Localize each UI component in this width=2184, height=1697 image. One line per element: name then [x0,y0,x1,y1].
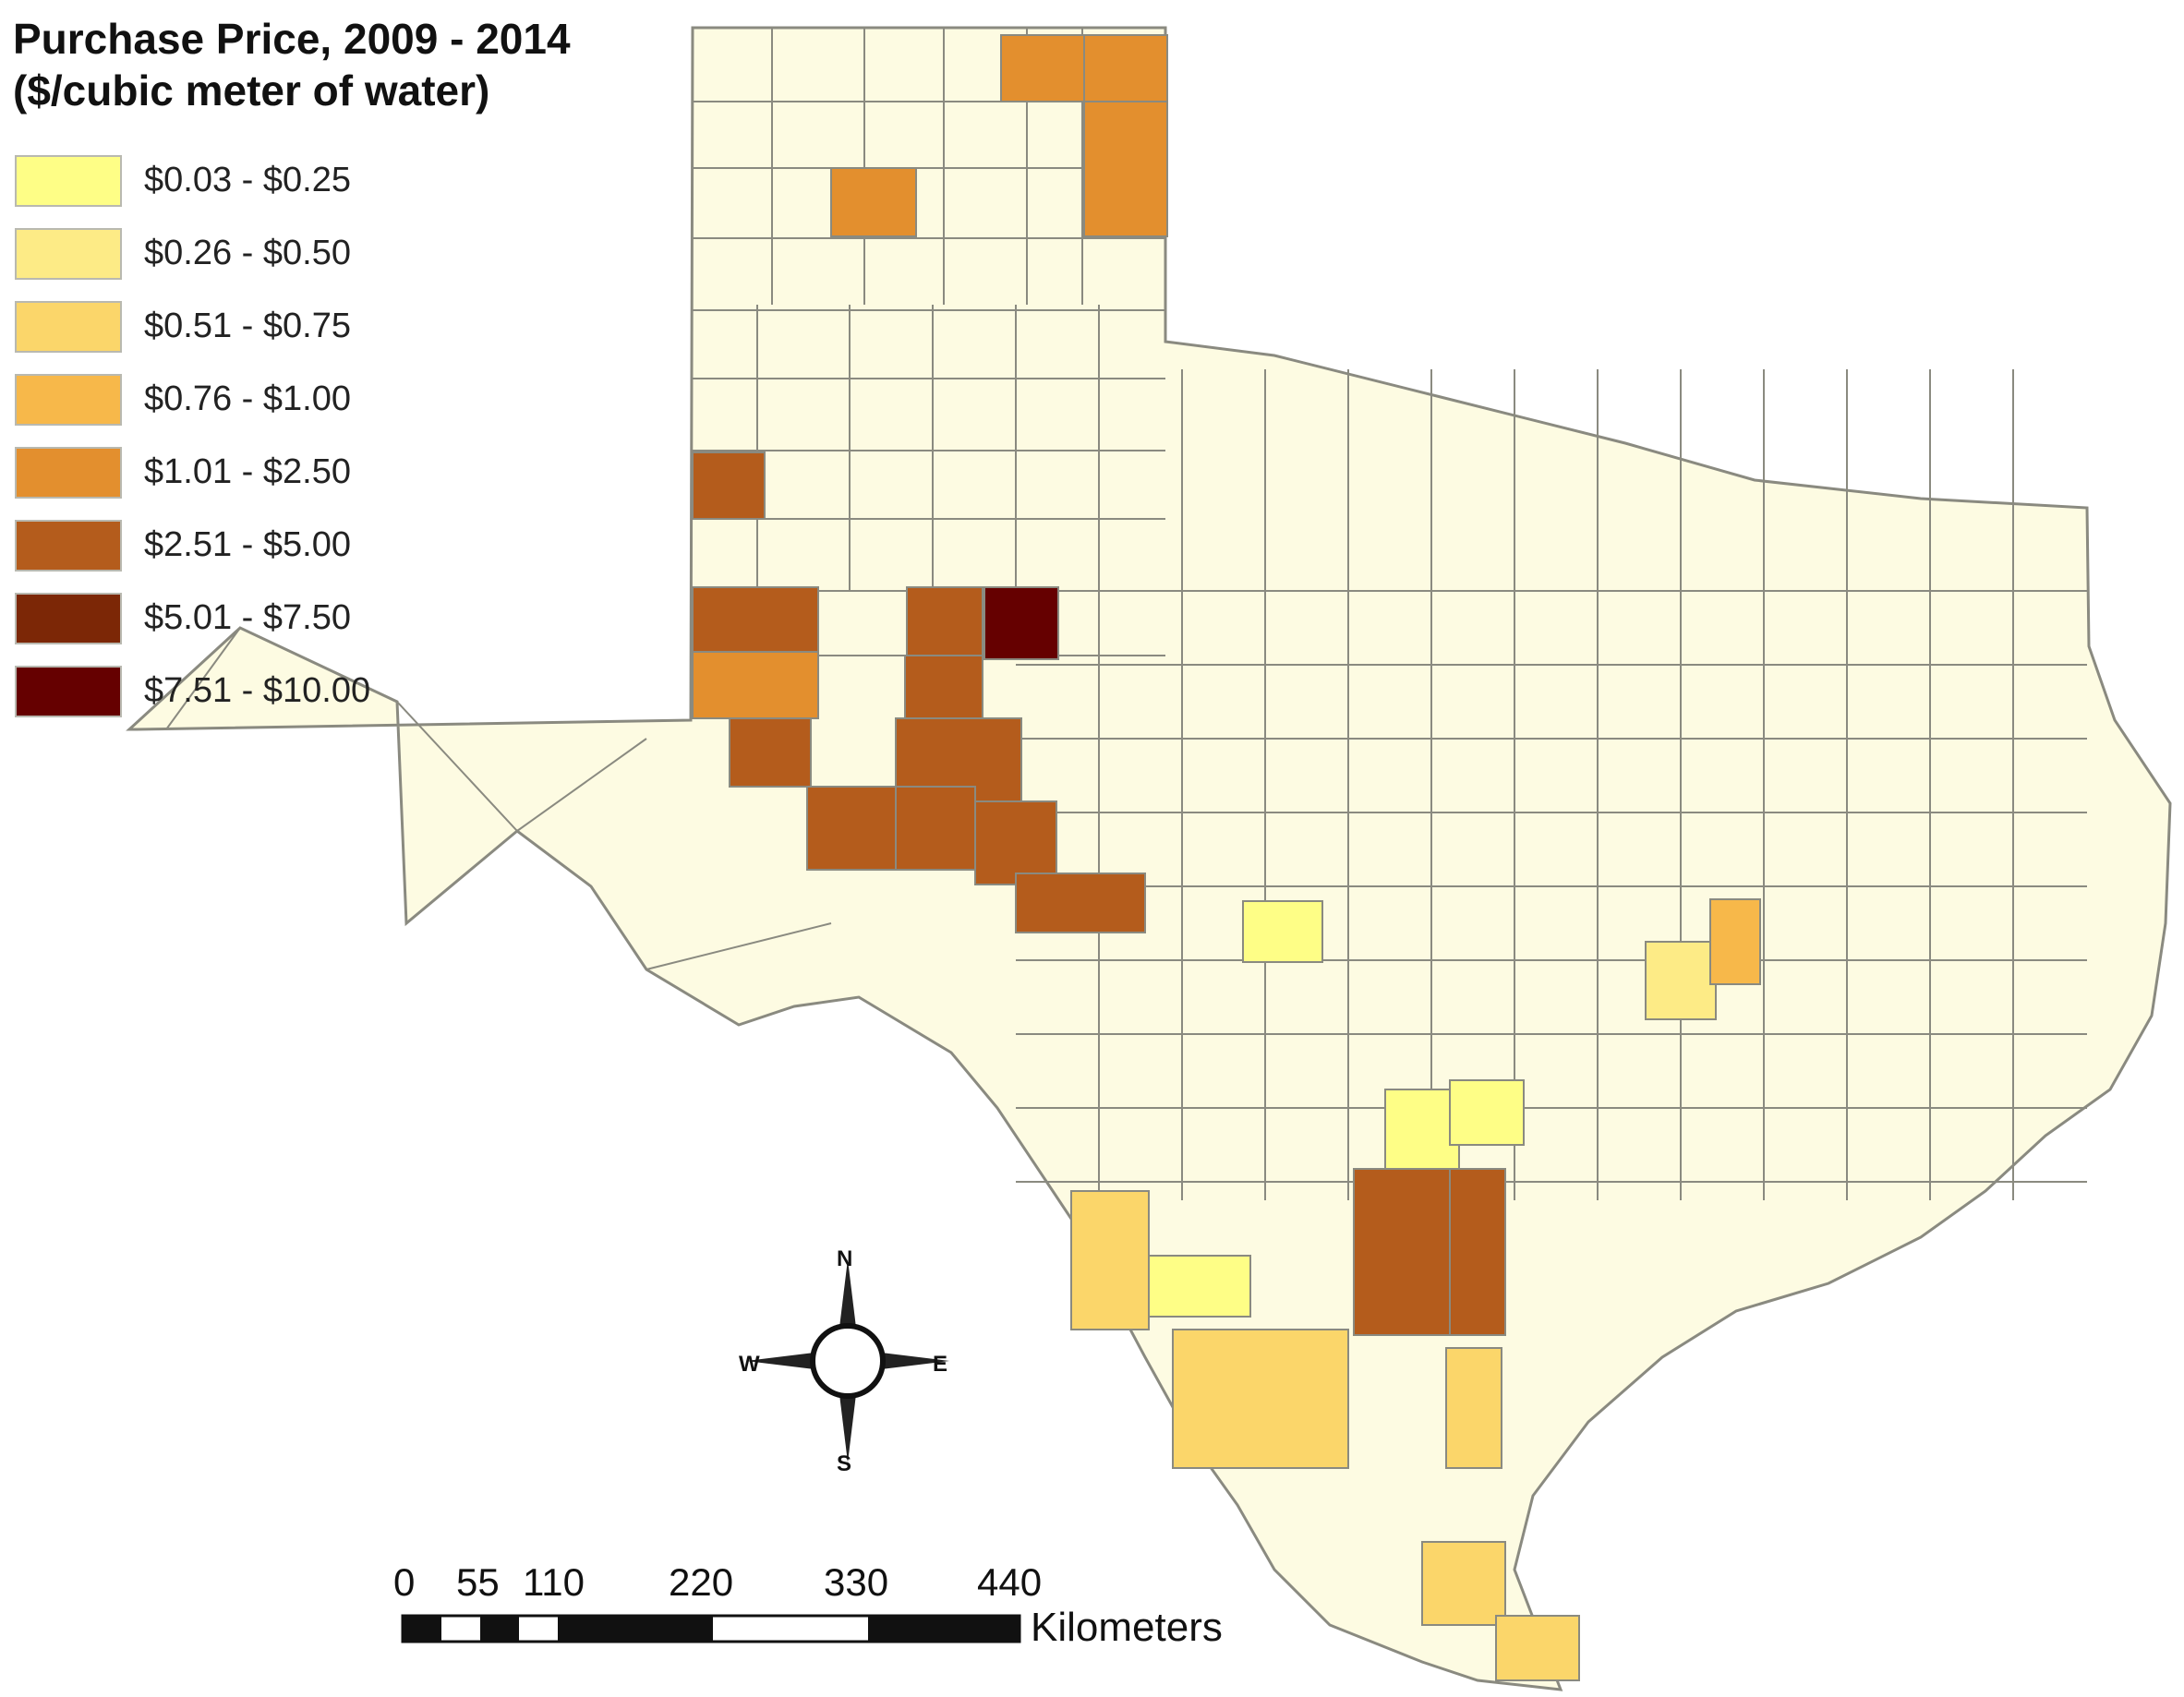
priced-county [692,651,819,719]
priced-county [1242,900,1323,963]
priced-county [974,800,1057,885]
priced-county [1421,1541,1506,1626]
legend-swatch [15,592,122,644]
legend-item: $0.26 - $0.50 [15,217,370,290]
legend-label: $7.51 - $10.00 [144,671,371,710]
legend: $0.03 - $0.25 $0.26 - $0.50 $0.51 - $0.7… [15,144,370,728]
legend-swatch [15,300,122,353]
legend-item: $0.51 - $0.75 [15,290,370,363]
legend-swatch [15,519,122,572]
legend-label: $0.26 - $0.50 [144,234,351,272]
legend-swatch [15,446,122,499]
texas-outline [126,26,2172,1691]
priced-county [1495,1615,1580,1681]
priced-county [806,786,900,871]
legend-item: $5.01 - $7.50 [15,582,370,655]
priced-county [1449,1079,1525,1146]
priced-county [1172,1329,1349,1469]
priced-county [1384,1089,1460,1177]
legend-swatch [15,227,122,280]
scale-tick-label: 440 [977,1560,1043,1604]
priced-county [1070,1190,1150,1330]
county-boundary [396,701,518,832]
compass-rose-icon [746,1259,949,1462]
scale-tick-label: 110 [523,1560,585,1604]
scale-tick-label: 55 [456,1560,500,1604]
scale-tick-label: 330 [824,1560,889,1604]
priced-counties [692,34,1761,1681]
scale-unit-label: Kilometers [1031,1605,1223,1650]
priced-county [1083,101,1168,237]
legend-label: $5.01 - $7.50 [144,598,351,637]
priced-county [1015,873,1146,933]
legend-item: $1.01 - $2.50 [15,436,370,509]
county-boundary [165,627,241,730]
legend-item: $0.76 - $1.00 [15,363,370,436]
legend-item: $0.03 - $0.25 [15,144,370,217]
priced-county [1148,1255,1251,1318]
legend-item: $2.51 - $5.00 [15,509,370,582]
legend-swatch [15,373,122,426]
priced-county [906,586,983,656]
priced-county [830,167,917,237]
priced-county [895,786,976,871]
priced-county [692,586,819,653]
compass-south-label: S [837,1451,852,1476]
scale-bar [401,1614,1021,1643]
priced-county [692,451,766,520]
legend-label: $1.01 - $2.50 [144,452,351,491]
priced-county [729,717,812,788]
legend-title: Purchase Price, 2009 - 2014 ($/cubic met… [13,13,571,116]
county-boundary [646,922,832,970]
legend-swatch [15,665,122,717]
scale-tick-label: 0 [393,1560,416,1604]
legend-item: $7.51 - $10.00 [15,655,370,728]
priced-county [904,655,983,719]
scale-tick-label: 220 [669,1560,734,1604]
legend-title-line1: Purchase Price, 2009 - 2014 [13,15,571,63]
county-boundaries [165,28,2087,1200]
legend-label: $0.76 - $1.00 [144,379,351,418]
priced-county [1083,34,1168,102]
legend-label: $0.03 - $0.25 [144,161,351,199]
priced-county [1709,898,1761,985]
legend-swatch [15,154,122,207]
legend-label: $2.51 - $5.00 [144,525,351,564]
county-boundary [516,738,647,832]
priced-county [983,586,1059,660]
compass-east-label: E [933,1352,948,1377]
compass-north-label: N [837,1246,853,1271]
priced-county [1445,1347,1502,1469]
legend-label: $0.51 - $0.75 [144,307,351,345]
priced-county [1000,34,1087,102]
priced-county [1449,1168,1506,1336]
legend-title-line2: ($/cubic meter of water) [13,66,490,114]
compass-west-label: W [739,1352,760,1377]
priced-county [1645,941,1717,1020]
